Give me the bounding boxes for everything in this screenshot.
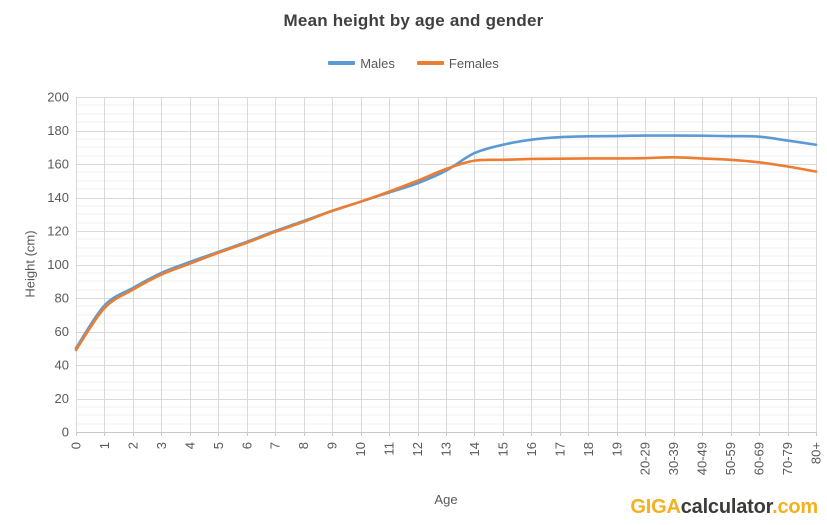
vertical-gridlines xyxy=(76,97,817,432)
x-tick-label: 8 xyxy=(296,442,311,449)
x-tick-label: 19 xyxy=(609,442,624,456)
brand-com: .com xyxy=(772,496,818,518)
x-axis-title: Age xyxy=(434,492,458,507)
brand-calculator: calculator xyxy=(680,496,773,518)
y-axis-title: Height (cm) xyxy=(22,230,38,298)
females-line xyxy=(74,155,818,352)
x-tick-label: 5 xyxy=(211,442,226,449)
y-tick-label: 0 xyxy=(62,425,69,440)
x-tick-label: 3 xyxy=(154,442,169,449)
x-tick-label: 60-69 xyxy=(752,442,767,475)
x-tick-label: 14 xyxy=(467,442,482,456)
x-tick-label: 20-29 xyxy=(638,442,653,475)
x-tick-label: 4 xyxy=(182,442,197,449)
x-tick-label: 6 xyxy=(239,442,254,449)
x-tick-label: 13 xyxy=(439,442,454,456)
males-line xyxy=(74,134,818,350)
x-tick-label: 2 xyxy=(125,442,140,449)
x-tick-label: 1 xyxy=(97,442,112,449)
x-tick-label: 18 xyxy=(581,442,596,456)
legend: Males Females xyxy=(0,54,827,72)
x-tick-label: 15 xyxy=(495,442,510,456)
chart-title: Mean height by age and gender xyxy=(283,11,544,30)
y-tick-label: 20 xyxy=(55,391,69,406)
males-line-swatch-icon xyxy=(328,61,356,65)
x-tick-label: 80+ xyxy=(809,442,824,464)
brand-logo[interactable]: GIGAcalculator.com xyxy=(630,496,818,519)
legend-label-males: Males xyxy=(360,55,395,71)
x-axis-labels: 0 1 2 3 4 5 6 7 8 9 10 11 12 13 14 15 16 17 18 19 20-29 30-39… xyxy=(69,442,824,475)
y-tick-label: 140 xyxy=(47,190,69,205)
x-tick-label: 50-59 xyxy=(723,442,738,475)
x-tick-label: 70-79 xyxy=(780,442,795,475)
y-axis-labels: 0 20 40 60 80 100 120 140 160 180 200 xyxy=(47,90,69,440)
y-tick-label: 120 xyxy=(47,224,69,239)
y-tick-label: 100 xyxy=(47,257,69,272)
x-tick-label: 0 xyxy=(69,442,84,449)
x-tick-label: 17 xyxy=(552,442,567,456)
x-tick-label: 16 xyxy=(524,442,539,456)
y-tick-label: 200 xyxy=(47,90,69,105)
legend-item-males: Males xyxy=(328,56,395,71)
y-tick-label: 80 xyxy=(55,291,69,306)
y-tick-label: 40 xyxy=(55,358,69,373)
brand-giga: GIGA xyxy=(630,496,681,518)
females-line-swatch-icon xyxy=(416,61,444,65)
x-tick-label: 40-49 xyxy=(695,442,710,475)
x-axis-ticks xyxy=(76,432,817,436)
y-tick-label: 160 xyxy=(47,157,69,172)
x-tick-label: 12 xyxy=(410,442,425,456)
x-tick-label: 11 xyxy=(382,442,397,456)
legend-label-females: Females xyxy=(448,55,499,71)
legend-item-females: Females xyxy=(416,55,499,71)
x-tick-label: 30-39 xyxy=(666,442,681,475)
x-tick-label: 9 xyxy=(325,442,340,449)
y-tick-label: 180 xyxy=(47,123,69,138)
x-tick-label: 10 xyxy=(353,442,368,456)
x-tick-label: 7 xyxy=(268,442,283,449)
y-tick-label: 60 xyxy=(55,324,69,339)
